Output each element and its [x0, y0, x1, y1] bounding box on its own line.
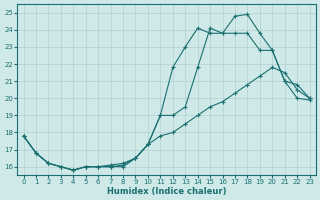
- X-axis label: Humidex (Indice chaleur): Humidex (Indice chaleur): [107, 187, 226, 196]
